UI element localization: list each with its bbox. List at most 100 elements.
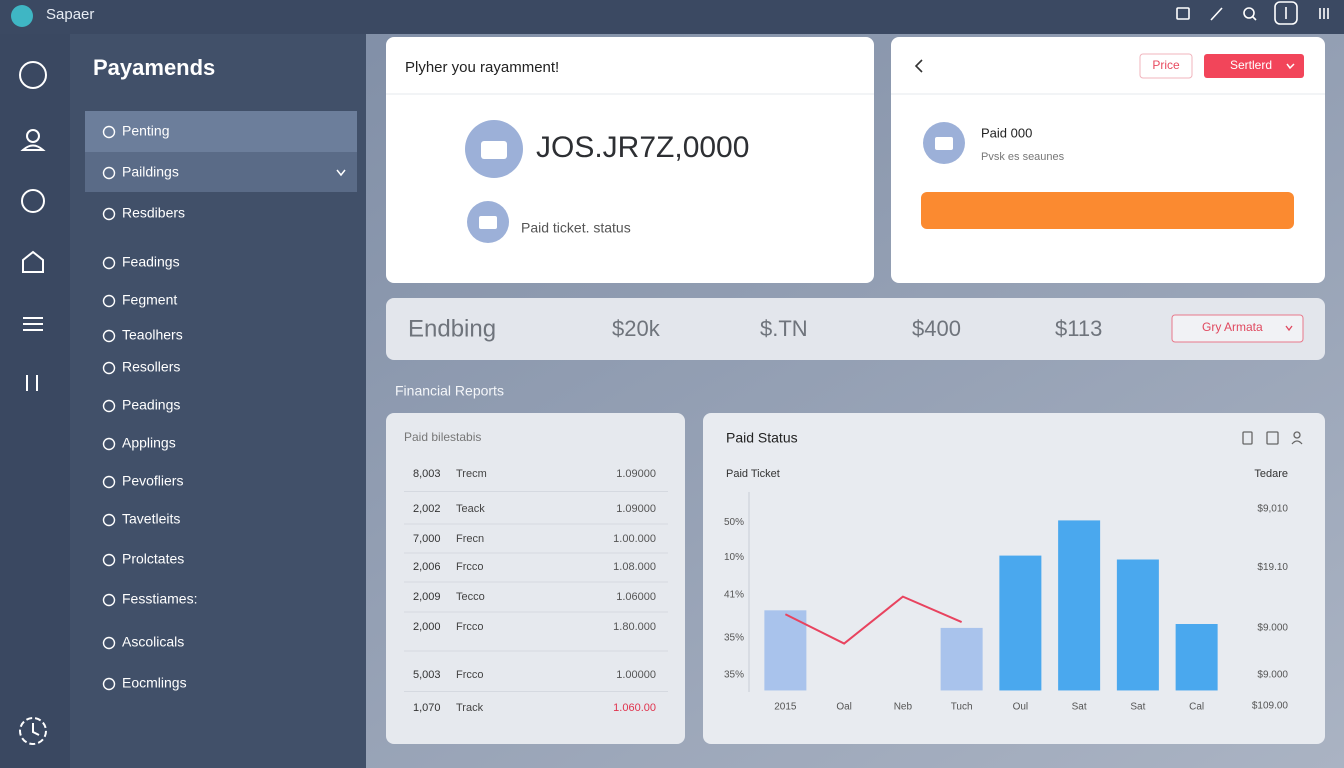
top-icons bbox=[1176, 1, 1329, 25]
sidebar-item[interactable]: Resdibers bbox=[122, 205, 185, 221]
summary-dropdown[interactable] bbox=[1171, 314, 1304, 343]
price-button-label: Price bbox=[1152, 58, 1180, 72]
table-cell: 5,003 bbox=[413, 669, 441, 681]
rail-mail[interactable] bbox=[22, 250, 44, 273]
table-cell: Frecn bbox=[456, 533, 484, 545]
sidebar-list: Penting Paildings Resdibers Feadings Fegment… bbox=[102, 123, 197, 691]
rail-pause[interactable] bbox=[26, 375, 38, 391]
rail-clock[interactable] bbox=[19, 717, 47, 745]
bar bbox=[1116, 559, 1159, 691]
sidebar-item-icon bbox=[102, 256, 116, 270]
sidebar-item[interactable]: Fesstiames: bbox=[122, 591, 197, 607]
price-button[interactable] bbox=[1139, 53, 1193, 79]
y2-tick-label: $9.000 bbox=[1257, 623, 1288, 634]
sidebar-item-icon bbox=[102, 677, 116, 691]
sidebar-item[interactable]: Tavetleits bbox=[122, 511, 180, 527]
detail-sublabel: Pvsk es seaunes bbox=[981, 151, 1065, 163]
expand-chevron[interactable] bbox=[336, 169, 346, 177]
sidebar-item[interactable]: Penting bbox=[122, 123, 169, 139]
sidebar-item-icon bbox=[102, 437, 116, 451]
chart-tool-user[interactable] bbox=[1293, 431, 1301, 439]
table-cell: Frcco bbox=[456, 561, 484, 573]
open-item-bg bbox=[85, 152, 357, 192]
menu-icon[interactable] bbox=[1319, 8, 1329, 19]
search-icon[interactable] bbox=[1243, 7, 1255, 19]
x-tick-label: Tuch bbox=[951, 702, 973, 713]
y2-tick-label: $9,010 bbox=[1257, 503, 1288, 514]
summary-values: $20k $.TN $400 $113 bbox=[612, 316, 1102, 341]
detail-label: Paid 000 bbox=[981, 125, 1032, 140]
rail-list[interactable] bbox=[23, 317, 43, 331]
summary-label: Endbing bbox=[408, 315, 496, 342]
table-cell: 7,000 bbox=[413, 533, 441, 545]
sidebar-item-icon bbox=[102, 125, 116, 139]
sidebar-item[interactable]: Peadings bbox=[122, 397, 180, 413]
table-cell: 1.08.000 bbox=[613, 561, 656, 573]
x-tick-label: Oal bbox=[836, 702, 852, 713]
sidebar-item[interactable]: Ascolicals bbox=[122, 634, 184, 650]
active-item-bg bbox=[85, 111, 357, 152]
payment-status: Paid ticket. status bbox=[521, 220, 631, 236]
sidebar-item-icon bbox=[102, 399, 116, 413]
back-button[interactable] bbox=[914, 59, 923, 73]
chart-tool-delete[interactable] bbox=[1242, 431, 1253, 445]
sidebar-item[interactable]: Teaolhers bbox=[122, 327, 183, 343]
rail-home[interactable] bbox=[19, 61, 47, 89]
y-tick-label: 50% bbox=[724, 517, 744, 528]
calendar-icon[interactable] bbox=[1176, 7, 1190, 20]
icon-rail bbox=[0, 0, 70, 768]
y2-tick-label: $19.10 bbox=[1257, 562, 1288, 573]
y-tick-label: 35% bbox=[724, 669, 744, 680]
select-button[interactable] bbox=[1204, 54, 1304, 78]
bar bbox=[1175, 624, 1218, 691]
table-cell: 8,003 bbox=[413, 468, 441, 480]
x-tick-label: Cal bbox=[1189, 702, 1204, 713]
bar bbox=[940, 627, 983, 691]
progress-bar bbox=[921, 192, 1294, 229]
sidebar-item[interactable]: Applings bbox=[122, 435, 176, 451]
x-tick-label: Neb bbox=[894, 702, 913, 713]
table-cell: Teack bbox=[456, 503, 485, 515]
sidebar-item-icon bbox=[102, 294, 116, 308]
y-tick-label: 41% bbox=[724, 589, 744, 600]
top-bar bbox=[0, 0, 1344, 34]
app-logo bbox=[11, 5, 33, 27]
dropdown-chevron bbox=[1285, 325, 1293, 332]
sidebar-item[interactable]: Pevofliers bbox=[122, 473, 183, 489]
table-card bbox=[386, 413, 685, 744]
select-button-label: Sertlerd bbox=[1230, 58, 1272, 72]
sidebar-item[interactable]: Resollers bbox=[122, 359, 180, 375]
summary-strip bbox=[386, 298, 1325, 360]
wallet-glyph bbox=[481, 141, 507, 159]
sidebar-item[interactable]: Feadings bbox=[122, 254, 180, 270]
chart-tool-copy[interactable] bbox=[1266, 431, 1279, 445]
y-tick-label: 35% bbox=[724, 632, 744, 643]
chart-plot: 50% 10% 41% 35% 35% $9,010 $19.10 $9.000 $9.000 $… bbox=[724, 503, 1288, 712]
alert-icon[interactable] bbox=[1274, 1, 1298, 25]
table-cell: Tecco bbox=[456, 591, 485, 603]
detail-glyph bbox=[935, 137, 953, 150]
rail-user[interactable] bbox=[26, 129, 40, 143]
sidebar-item-icon bbox=[102, 593, 116, 607]
y2-tick-label: $9.000 bbox=[1257, 669, 1288, 680]
table-cell: 1,070 bbox=[413, 702, 441, 714]
sidebar-item[interactable]: Fegment bbox=[122, 292, 177, 308]
sidebar-item[interactable]: Eocmlings bbox=[122, 675, 187, 691]
rail-icons bbox=[19, 61, 47, 745]
table-cell: 1.09000 bbox=[616, 468, 656, 480]
select-chevron bbox=[1286, 63, 1295, 70]
rail-grid[interactable] bbox=[21, 189, 45, 213]
table-cell: 1.80.000 bbox=[613, 621, 656, 633]
table-cell: 1.06000 bbox=[616, 591, 656, 603]
ticket-glyph bbox=[479, 216, 497, 229]
table-cell: 2,009 bbox=[413, 591, 441, 603]
y2-tick-label: $109.00 bbox=[1252, 701, 1289, 712]
table-cell: 1.00000 bbox=[616, 669, 656, 681]
x-tick-label: Sat bbox=[1130, 702, 1145, 713]
edit-icon[interactable] bbox=[1210, 7, 1223, 21]
sidebar-item-icon bbox=[102, 513, 116, 527]
table-cell: 2,006 bbox=[413, 561, 441, 573]
sidebar-item-icon bbox=[102, 207, 116, 221]
sidebar-item[interactable]: Paildings bbox=[122, 164, 179, 180]
sidebar-item[interactable]: Prolctates bbox=[122, 551, 184, 567]
